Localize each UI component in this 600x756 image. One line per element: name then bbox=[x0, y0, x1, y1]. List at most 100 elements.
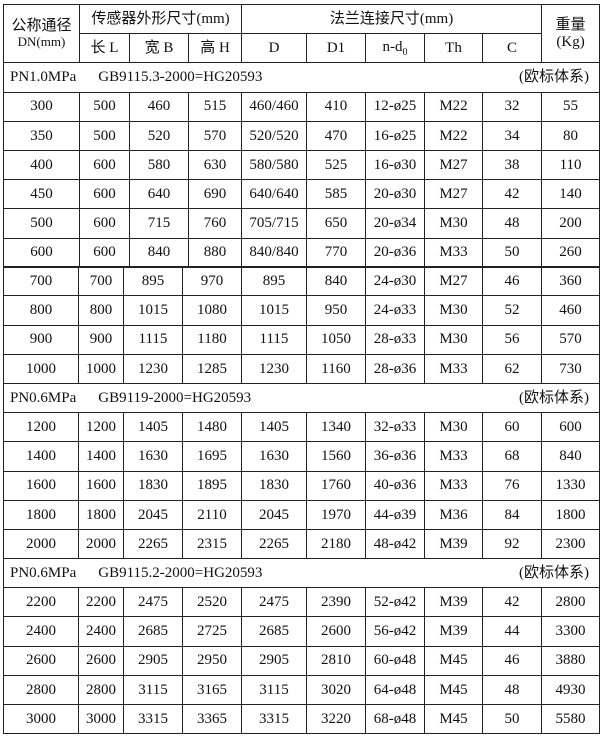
table-row: 800 800 1015 1080 1015 950 24-ø33 M30 52 460 bbox=[3, 295, 600, 326]
cell-n-d0: 60-ø48 bbox=[365, 645, 425, 676]
cell-dn: 350 bbox=[3, 120, 80, 151]
cell-length-l: 500 bbox=[79, 120, 130, 151]
cell-d: 2685 bbox=[241, 616, 307, 647]
section-header: (欧标体系) PN0.6MPa GB9119-2000=HG20593 bbox=[3, 382, 600, 414]
pressure-rating: PN0.6MPa bbox=[10, 389, 77, 406]
cell-d1: 1050 bbox=[306, 324, 366, 355]
cell-c: 62 bbox=[482, 353, 542, 384]
cell-weight: 2300 bbox=[541, 528, 600, 560]
cell-th: M39 bbox=[424, 616, 483, 647]
cell-th: M30 bbox=[424, 324, 483, 355]
table-row: 2200 2200 2475 2520 2475 2390 52-ø42 M39 42 2800 bbox=[3, 587, 600, 618]
cell-length-l: 500 bbox=[79, 91, 130, 122]
cell-c: 44 bbox=[482, 616, 542, 647]
cell-width-b: 840 bbox=[129, 237, 189, 268]
cell-height-h: 2110 bbox=[182, 499, 242, 530]
cell-weight: 3880 bbox=[541, 645, 600, 676]
cell-length-l: 1600 bbox=[78, 470, 124, 501]
cell-width-b: 1830 bbox=[123, 470, 183, 501]
section-header: (欧标体系) PN1.0MPa GB9115.3-2000=HG20593 bbox=[2, 62, 600, 93]
cell-d: 3315 bbox=[241, 703, 307, 735]
section-header: (欧标体系) PN0.6MPa GB9115.2-2000=HG20593 bbox=[3, 558, 600, 589]
cell-d1: 1760 bbox=[306, 470, 366, 501]
cell-n-d0: 20-ø36 bbox=[365, 237, 426, 268]
cell-n-d0: 28-ø33 bbox=[365, 324, 425, 355]
cell-th: M33 bbox=[424, 237, 484, 268]
cell-c: 60 bbox=[482, 412, 542, 443]
cell-length-l: 2400 bbox=[78, 616, 124, 647]
table-row: 1000 1000 1230 1285 1230 1160 28-ø36 M33 62 730 bbox=[3, 353, 600, 384]
cell-dn: 1800 bbox=[3, 499, 79, 530]
table-row: 2600 2600 2905 2950 2905 2810 60-ø48 M45 46 3880 bbox=[3, 645, 600, 676]
col-nd0-label: n-d bbox=[382, 38, 403, 55]
dn-header: 公称通径 DN(mm) bbox=[3, 3, 80, 64]
cell-width-b: 895 bbox=[123, 266, 183, 297]
weight-label: 重量 bbox=[555, 17, 586, 34]
cell-width-b: 3315 bbox=[123, 703, 183, 735]
table-row: 400 600 580 630 580/580 525 16-ø30 M27 38 110 bbox=[3, 149, 600, 181]
dn-unit: DN(mm) bbox=[17, 33, 66, 49]
cell-width-b: 520 bbox=[129, 120, 189, 151]
cell-th: M27 bbox=[424, 179, 484, 210]
cell-weight: 570 bbox=[541, 324, 600, 355]
cell-weight: 200 bbox=[541, 208, 600, 239]
cell-d1: 2390 bbox=[306, 587, 366, 618]
cell-c: 50 bbox=[482, 703, 542, 735]
flange-standard: GB9119-2000=HG20593 bbox=[98, 389, 252, 406]
col-height: 高 H bbox=[187, 33, 243, 64]
table-row: 500 600 715 760 705/715 650 20-ø34 M30 48 200 bbox=[3, 208, 600, 239]
cell-d: 2265 bbox=[241, 528, 307, 560]
cell-d1: 1160 bbox=[306, 353, 366, 384]
cell-n-d0: 28-ø36 bbox=[365, 353, 425, 384]
cell-height-h: 515 bbox=[187, 91, 243, 122]
cell-th: M22 bbox=[424, 91, 484, 122]
standard-system: (欧标体系) bbox=[519, 564, 589, 581]
cell-th: M45 bbox=[424, 674, 483, 706]
cell-th: M39 bbox=[424, 528, 483, 560]
cell-height-h: 1080 bbox=[182, 295, 242, 326]
col-th: Th bbox=[424, 33, 484, 64]
cell-weight: 600 bbox=[541, 412, 600, 443]
cell-height-h: 2725 bbox=[182, 616, 242, 647]
cell-n-d0: 24-ø30 bbox=[365, 266, 425, 297]
cell-length-l: 1400 bbox=[78, 441, 124, 472]
cell-n-d0: 56-ø42 bbox=[365, 616, 425, 647]
section-row: (欧标体系) PN0.6MPa GB9115.2-2000=HG20593 bbox=[3, 558, 600, 589]
cell-th: M30 bbox=[424, 295, 483, 326]
standard-system: (欧标体系) bbox=[519, 389, 589, 406]
cell-width-b: 2045 bbox=[123, 499, 183, 530]
cell-n-d0: 32-ø33 bbox=[365, 412, 425, 443]
cell-width-b: 580 bbox=[129, 149, 189, 181]
cell-th: M30 bbox=[424, 208, 484, 239]
col-nd0-subscript: 0 bbox=[402, 46, 408, 58]
cell-d: 705/715 bbox=[241, 208, 308, 239]
cell-dn: 700 bbox=[3, 266, 79, 297]
table-row: 350 500 520 570 520/520 470 16-ø25 M22 34 80 bbox=[3, 120, 600, 151]
cell-width-b: 3115 bbox=[123, 674, 183, 706]
cell-c: 50 bbox=[482, 237, 543, 268]
cell-width-b: 2685 bbox=[123, 616, 183, 647]
cell-length-l: 1000 bbox=[78, 353, 124, 384]
cell-weight: 360 bbox=[541, 266, 600, 297]
cell-th: M36 bbox=[424, 499, 483, 530]
dn-label: 公称通径 bbox=[11, 18, 72, 35]
table-row: 1400 1400 1630 1695 1630 1560 36-ø36 M33 68 840 bbox=[3, 441, 600, 472]
cell-d1: 1970 bbox=[306, 499, 366, 530]
cell-weight: 730 bbox=[541, 353, 600, 384]
cell-weight: 110 bbox=[541, 149, 600, 181]
cell-width-b: 715 bbox=[129, 208, 189, 239]
cell-dn: 2000 bbox=[3, 528, 79, 560]
cell-n-d0: 48-ø42 bbox=[365, 528, 425, 560]
cell-d1: 3220 bbox=[306, 703, 366, 735]
cell-height-h: 1285 bbox=[182, 353, 242, 384]
flange-standard: GB9115.2-2000=HG20593 bbox=[98, 564, 263, 581]
cell-length-l: 3000 bbox=[78, 703, 124, 735]
flange-dimensions-header: 法兰连接尺寸(mm) bbox=[241, 3, 543, 35]
table-row: 450 600 640 690 640/640 585 20-ø30 M27 42 140 bbox=[3, 179, 600, 210]
cell-weight: 55 bbox=[541, 91, 600, 122]
cell-d: 1230 bbox=[241, 353, 307, 384]
cell-width-b: 1405 bbox=[123, 412, 183, 443]
cell-weight: 4930 bbox=[541, 674, 600, 706]
table-row: 700 700 895 970 895 840 24-ø30 M27 46 360 bbox=[3, 266, 600, 297]
cell-width-b: 1015 bbox=[123, 295, 183, 326]
